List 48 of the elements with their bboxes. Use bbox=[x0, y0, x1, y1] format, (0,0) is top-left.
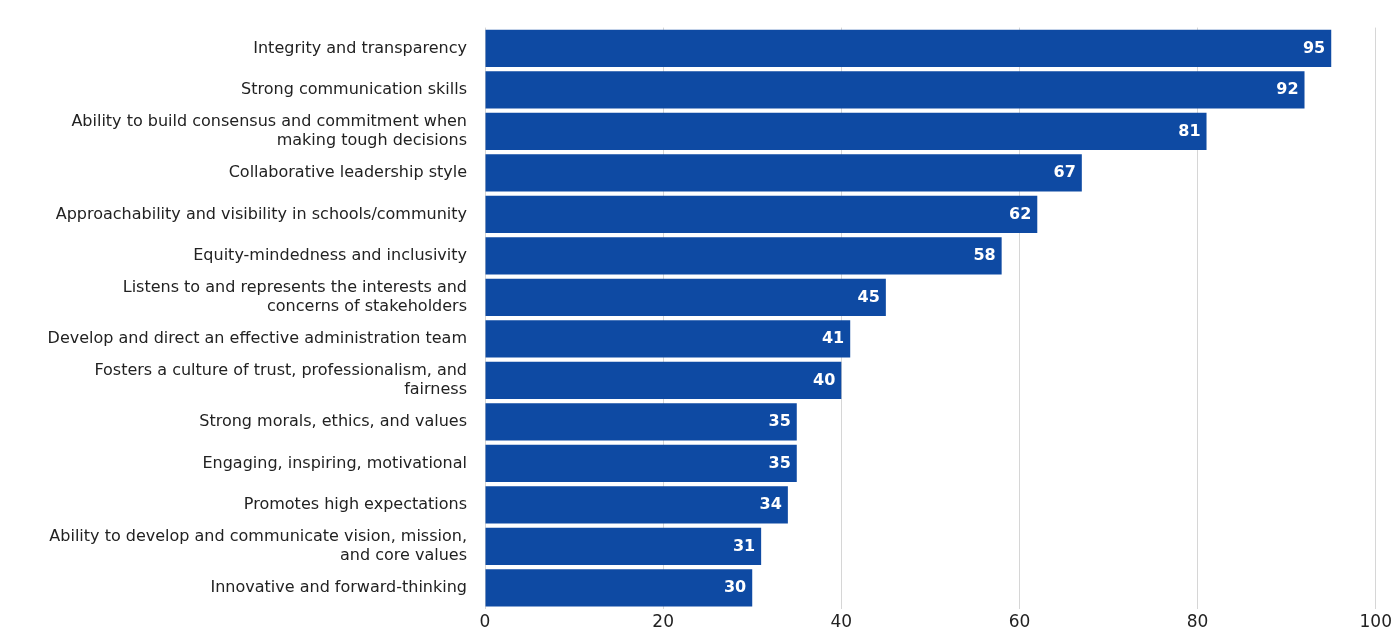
bar bbox=[485, 112, 1207, 151]
data-label: 45 bbox=[857, 286, 880, 306]
data-label: 40 bbox=[813, 369, 836, 389]
x-tick-label: 80 bbox=[1186, 611, 1209, 632]
x-tick-label: 0 bbox=[479, 611, 491, 632]
data-label: 41 bbox=[821, 328, 845, 348]
bar bbox=[485, 29, 1332, 68]
x-tick-label: 60 bbox=[1008, 611, 1031, 632]
bar bbox=[485, 237, 1002, 275]
bar bbox=[485, 527, 762, 566]
bar bbox=[485, 486, 788, 524]
bar bbox=[485, 444, 797, 483]
x-tick-label: 100 bbox=[1359, 611, 1392, 632]
bar bbox=[485, 71, 1305, 109]
data-label: 81 bbox=[1178, 120, 1201, 140]
data-label: 92 bbox=[1276, 79, 1299, 99]
y-tick-label: Develop and direct an effective administration team bbox=[47, 328, 467, 348]
data-label: 35 bbox=[768, 411, 791, 431]
data-label: 67 bbox=[1053, 162, 1076, 182]
y-tick-label: Promotes high expectations bbox=[243, 494, 467, 514]
bar bbox=[485, 361, 842, 400]
data-label: 58 bbox=[973, 245, 996, 265]
bar bbox=[485, 278, 886, 317]
bar bbox=[485, 320, 851, 358]
y-tick-label: Strong communication skills bbox=[241, 79, 467, 99]
data-label: 34 bbox=[759, 494, 782, 514]
y-tick-label: Ability to develop and communicate vision, mission, and core values bbox=[49, 525, 467, 565]
y-tick-label: Innovative and forward-thinking bbox=[210, 577, 467, 597]
y-tick-label: Engaging, inspiring, motivational bbox=[202, 452, 467, 472]
bar bbox=[485, 569, 753, 607]
y-tick-label: Fosters a culture of trust, professionalism, and fairness bbox=[94, 359, 467, 399]
x-tick-label: 40 bbox=[830, 611, 853, 632]
data-label: 30 bbox=[723, 577, 747, 597]
data-label: 95 bbox=[1302, 37, 1326, 57]
y-tick-label: Collaborative leadership style bbox=[228, 162, 467, 182]
y-tick-label: Integrity and transparency bbox=[253, 37, 467, 57]
data-label: 31 bbox=[732, 535, 756, 555]
x-tick-label: 20 bbox=[652, 611, 674, 632]
bar bbox=[485, 195, 1038, 234]
data-label: 62 bbox=[1009, 203, 1032, 223]
data-label: 35 bbox=[768, 452, 791, 472]
y-tick-label: Approachability and visibility in schools/community bbox=[55, 203, 467, 223]
y-tick-label: Equity-mindedness and inclusivity bbox=[193, 245, 467, 265]
bar bbox=[485, 154, 1082, 192]
y-tick-label: Ability to build consensus and commitment when making tough decisions bbox=[71, 110, 467, 150]
bar bbox=[485, 403, 797, 441]
y-tick-label: Strong morals, ethics, and values bbox=[199, 411, 467, 431]
y-tick-label: Listens to and represents the interests and concerns of stakeholders bbox=[122, 276, 467, 316]
